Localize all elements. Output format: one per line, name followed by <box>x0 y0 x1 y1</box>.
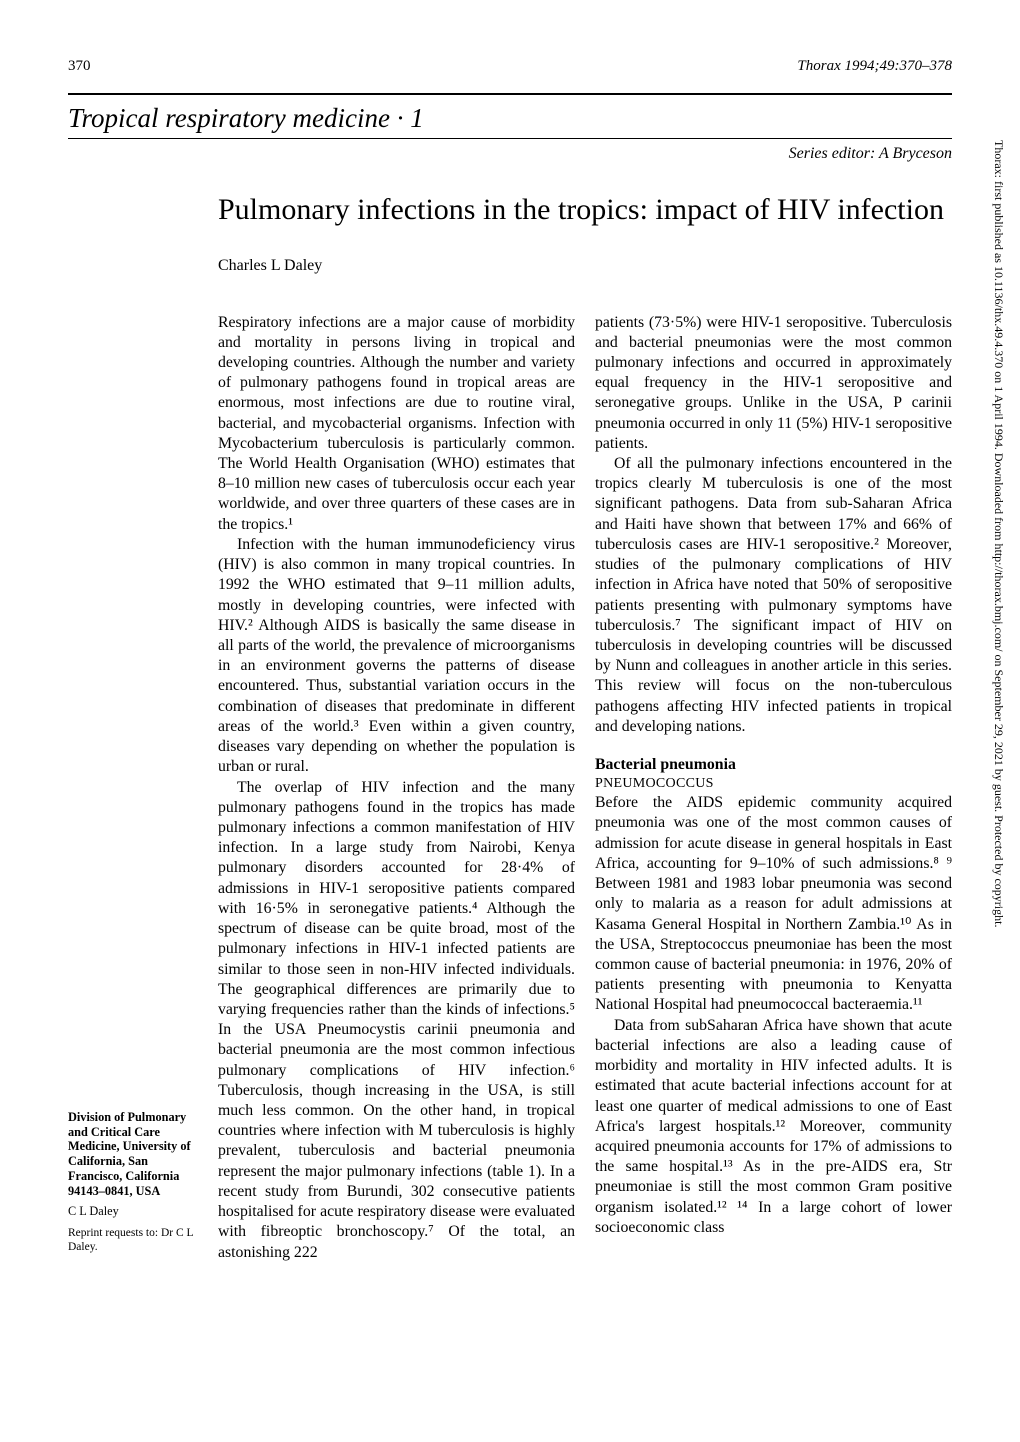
rule-top-thick <box>68 93 952 95</box>
affiliation-author: C L Daley <box>68 1204 203 1219</box>
sub-heading: PNEUMOCOCCUS <box>595 775 952 793</box>
article-main: Pulmonary infections in the tropics: imp… <box>218 191 952 1263</box>
reprint-request: Reprint requests to: Dr C L Daley. <box>68 1227 203 1255</box>
rule-thin <box>68 138 952 139</box>
article-title: Pulmonary infections in the tropics: imp… <box>218 191 952 229</box>
para-r3: Before the AIDS epidemic community acqui… <box>595 793 952 1015</box>
para-l1: Respiratory infections are a major cause… <box>218 313 575 535</box>
series-editor: Series editor: A Bryceson <box>68 145 952 163</box>
page-number: 370 <box>68 58 91 75</box>
section-heading: Bacterial pneumonia <box>595 755 952 775</box>
article-author: Charles L Daley <box>218 257 952 275</box>
download-sidebar: Thorax: first published as 10.1136/thx.4… <box>990 140 1006 1400</box>
column-left: Respiratory infections are a major cause… <box>218 313 575 1263</box>
body-columns: Respiratory infections are a major cause… <box>218 313 952 1263</box>
para-r1: patients (73·5%) were HIV-1 seropositive… <box>595 313 952 455</box>
affiliation-text: Division of Pulmonary and Critical Care … <box>68 1110 203 1199</box>
para-r2: Of all the pulmonary infections encounte… <box>595 454 952 737</box>
para-l2: Infection with the human immunodeficienc… <box>218 535 575 778</box>
para-l3: The overlap of HIV infection and the man… <box>218 778 575 1263</box>
affiliation-block: Division of Pulmonary and Critical Care … <box>68 1110 203 1255</box>
para-r4: Data from subSaharan Africa have shown t… <box>595 1016 952 1238</box>
series-title: Tropical respiratory medicine · 1 <box>68 101 952 138</box>
journal-reference: Thorax 1994;49:370–378 <box>797 58 952 75</box>
running-header: 370 Thorax 1994;49:370–378 <box>68 58 952 75</box>
column-right: patients (73·5%) were HIV-1 seropositive… <box>595 313 952 1263</box>
